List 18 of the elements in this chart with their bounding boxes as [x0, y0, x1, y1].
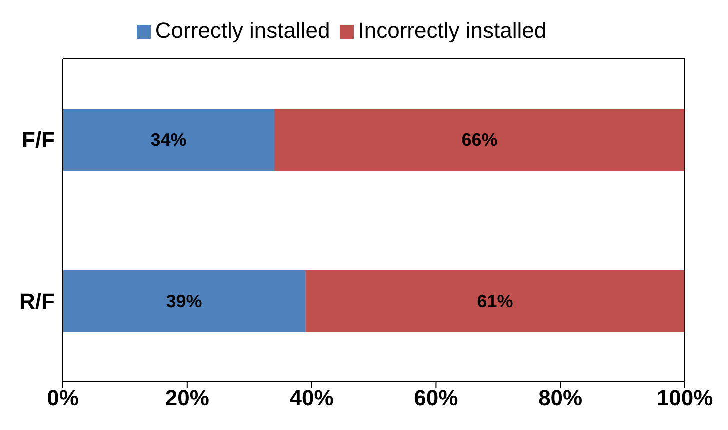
- x-tick-label: 0%: [47, 386, 79, 411]
- x-tick-label: 20%: [165, 386, 210, 411]
- legend-label: Incorrectly installed: [358, 18, 547, 43]
- data-label: 34%: [150, 130, 187, 150]
- bar: [306, 270, 685, 332]
- bar: [63, 109, 274, 171]
- x-tick-label: 80%: [538, 386, 583, 411]
- data-label: 61%: [477, 292, 514, 312]
- x-tick-label: 60%: [414, 386, 458, 411]
- y-tick-label: F/F: [22, 128, 55, 153]
- data-label: 39%: [166, 292, 202, 312]
- data-label: 66%: [462, 130, 498, 150]
- bar: [63, 270, 306, 332]
- bar: [274, 109, 685, 171]
- x-tick-label: 100%: [656, 386, 714, 411]
- legend-label: Correctly installed: [155, 18, 330, 43]
- x-tick-label: 40%: [290, 386, 334, 411]
- y-tick-label: R/F: [20, 289, 55, 314]
